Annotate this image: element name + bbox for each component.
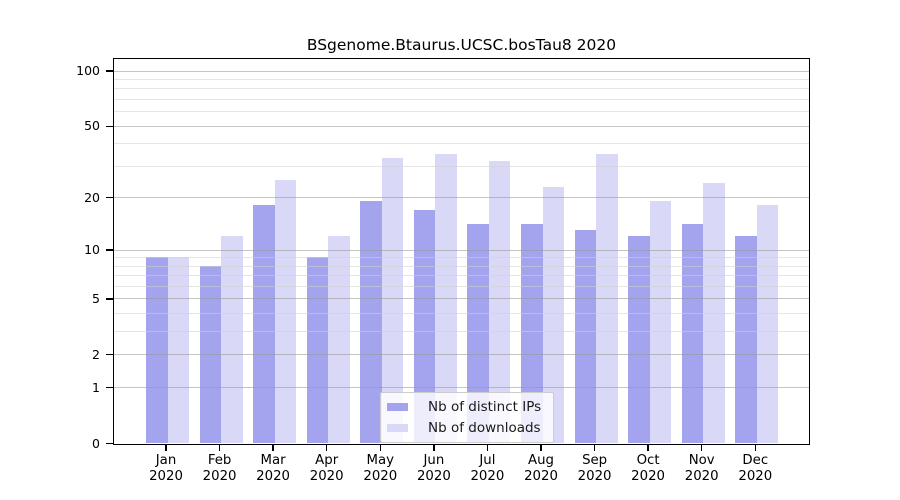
bar-distinct-ips (574, 230, 597, 443)
x-tick-mark (486, 445, 489, 451)
legend: Nb of distinct IPs Nb of downloads (380, 392, 555, 443)
bar-distinct-ips (521, 224, 543, 443)
x-tick-mark (326, 445, 328, 451)
y-tick-label: 2 (92, 346, 100, 362)
gridline (114, 354, 809, 356)
y-tick-mark (106, 125, 113, 127)
gridline (114, 88, 809, 90)
y-tick-mark (106, 249, 113, 251)
bar-downloads (328, 236, 350, 443)
gridline (114, 125, 809, 127)
gridline (114, 387, 809, 389)
y-tick-label: 5 (92, 290, 100, 306)
x-tick-label: Jul 2020 (470, 453, 505, 484)
bar-downloads (756, 205, 779, 443)
bar-distinct-ips (360, 201, 382, 443)
y-tick-mark (106, 197, 113, 199)
gridline (114, 98, 809, 100)
gridline (114, 257, 809, 259)
grid-layer (114, 59, 809, 444)
bar-downloads (381, 158, 404, 443)
x-tick-mark (754, 445, 756, 451)
bars-layer (114, 59, 809, 444)
bar-downloads (488, 160, 511, 443)
x-tick-label: Feb 2020 (202, 453, 237, 484)
gridline (114, 275, 809, 277)
downloads-swatch (387, 424, 408, 432)
x-tick-mark (379, 445, 381, 451)
y-tick-label: 0 (92, 435, 100, 451)
x-tick-label: Mar 2020 (256, 453, 291, 484)
y-tick-label: 100 (76, 63, 100, 78)
bar-downloads (649, 201, 672, 443)
bar-distinct-ips (735, 236, 757, 443)
y-tick-mark (106, 298, 113, 300)
y-tick-label: 50 (84, 118, 100, 134)
gridline (114, 165, 809, 167)
chart-title: BSgenome.Btaurus.UCSC.bosTau8 2020 (306, 36, 617, 54)
y-tick-label: 20 (84, 189, 100, 205)
gridline (114, 313, 809, 315)
bar-downloads (221, 236, 243, 443)
bar-distinct-ips (146, 257, 168, 443)
y-tick-mark (106, 70, 113, 72)
x-tick-mark (433, 445, 435, 451)
gridline (114, 331, 809, 333)
bar-distinct-ips (628, 236, 650, 443)
x-tick-mark (593, 445, 596, 451)
x-tick-label: Jan 2020 (149, 453, 183, 484)
bar-downloads (274, 180, 297, 443)
gridline (114, 111, 809, 113)
y-tick-mark (106, 354, 113, 356)
x-tick-label: Oct 2020 (631, 453, 666, 484)
gridline (114, 70, 809, 72)
distinct-ips-label: Nb of distinct IPs (428, 399, 542, 415)
gridline (114, 197, 809, 199)
x-tick-mark (165, 445, 167, 451)
gridline (114, 285, 809, 287)
bar-distinct-ips (413, 209, 436, 443)
gridline (114, 78, 809, 80)
x-tick-label: Dec 2020 (738, 453, 773, 484)
x-tick-label: Jun 2020 (416, 453, 451, 484)
x-tick-mark (540, 445, 542, 451)
y-tick-mark (106, 442, 113, 445)
x-tick-label: May 2020 (363, 453, 398, 484)
y-tick-mark (106, 386, 113, 389)
y-tick-label: 1 (92, 379, 100, 395)
bar-downloads (703, 183, 725, 443)
x-tick-label: Apr 2020 (309, 453, 344, 484)
bar-distinct-ips (467, 224, 489, 443)
bar-downloads (167, 257, 189, 443)
distinct-ips-swatch (387, 403, 408, 411)
gridline (114, 143, 809, 145)
plot-area (113, 58, 810, 445)
gridline (114, 249, 809, 251)
bar-downloads (542, 186, 564, 443)
x-tick-mark (272, 445, 274, 451)
x-tick-mark (701, 445, 703, 451)
legend-item-distinct-ips: Nb of distinct IPs (387, 399, 541, 415)
bar-distinct-ips (253, 205, 275, 443)
gridline (114, 265, 809, 267)
legend-item-downloads: Nb of downloads (387, 420, 541, 436)
x-tick-mark (218, 445, 221, 451)
x-tick-mark (647, 445, 649, 451)
x-tick-label: Sep 2020 (577, 453, 612, 484)
y-tick-label: 10 (84, 242, 100, 257)
x-tick-label: Aug 2020 (524, 453, 558, 484)
bar-distinct-ips (681, 224, 704, 443)
gridline (114, 298, 809, 300)
bar-distinct-ips (306, 257, 329, 443)
x-tick-label: Nov 2020 (684, 453, 719, 484)
downloads-label: Nb of downloads (428, 420, 541, 436)
